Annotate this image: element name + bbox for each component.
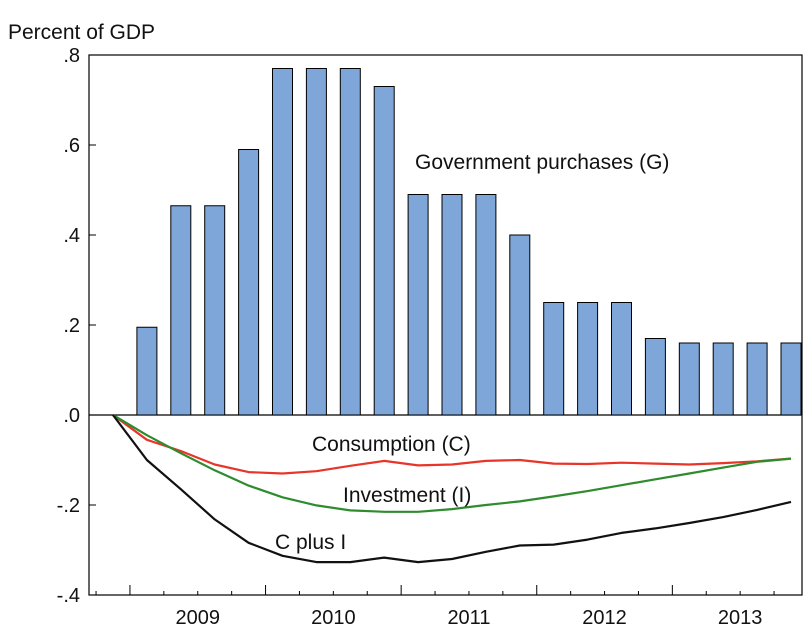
bar-government-purchases [780, 342, 802, 416]
line-investment [112, 414, 792, 513]
bar-government-purchases [441, 194, 463, 416]
y-tick-label: .6 [63, 135, 80, 157]
series-labels: Government purchases (G) Consumption (C) I… [275, 151, 669, 554]
bar-government-purchases [272, 68, 293, 416]
bar-government-purchases [712, 342, 734, 416]
x-year-label: 2013 [718, 607, 763, 629]
line-c-plus-i [112, 414, 792, 564]
x-year-label: 2011 [447, 607, 490, 629]
plot-frame [88, 54, 803, 596]
bar-government-purchases [543, 302, 565, 416]
bar-government-purchases [407, 194, 429, 416]
bar-government-purchases [238, 149, 260, 416]
label-c-plus-i: C plus I [275, 531, 346, 554]
label-government-purchases: Government purchases (G) [415, 151, 669, 174]
bar-government-purchases [136, 326, 158, 416]
bar-government-purchases [339, 68, 361, 416]
line-consumption [112, 414, 792, 475]
x-year-label: 2009 [176, 607, 221, 629]
bar-government-purchases [204, 205, 226, 416]
bar-government-purchases [373, 86, 395, 416]
bar-government-purchases [746, 342, 768, 416]
y-tick-label: .2 [63, 315, 80, 337]
bar-government-purchases [577, 302, 599, 416]
label-consumption: Consumption (C) [312, 433, 471, 456]
x-year-label: 2010 [311, 607, 356, 629]
y-tick-label: .8 [63, 45, 80, 67]
bar-government-purchases [509, 234, 531, 416]
label-investment: Investment (I) [343, 484, 471, 507]
bar-government-purchases [170, 205, 192, 416]
bar-government-purchases [611, 302, 632, 416]
bar-government-purchases [475, 194, 497, 416]
x-year-label: 2012 [582, 607, 627, 629]
bar-government-purchases [644, 338, 666, 416]
y-axis-label: Percent of GDP [8, 21, 155, 44]
y-tick-label: .4 [63, 225, 80, 247]
bar-government-purchases [678, 342, 700, 416]
y-tick-label: -.4 [57, 585, 80, 607]
bar-government-purchases [305, 68, 327, 416]
y-tick-label: -.2 [57, 495, 80, 517]
bars [136, 68, 802, 416]
lines [112, 414, 792, 564]
x-axis: 2009 2010 2011 2012 2013 [95, 585, 775, 629]
y-axis: .8 .6 .4 .2 .0 -.2 -.4 [57, 45, 96, 607]
y-tick-label: .0 [63, 405, 80, 427]
